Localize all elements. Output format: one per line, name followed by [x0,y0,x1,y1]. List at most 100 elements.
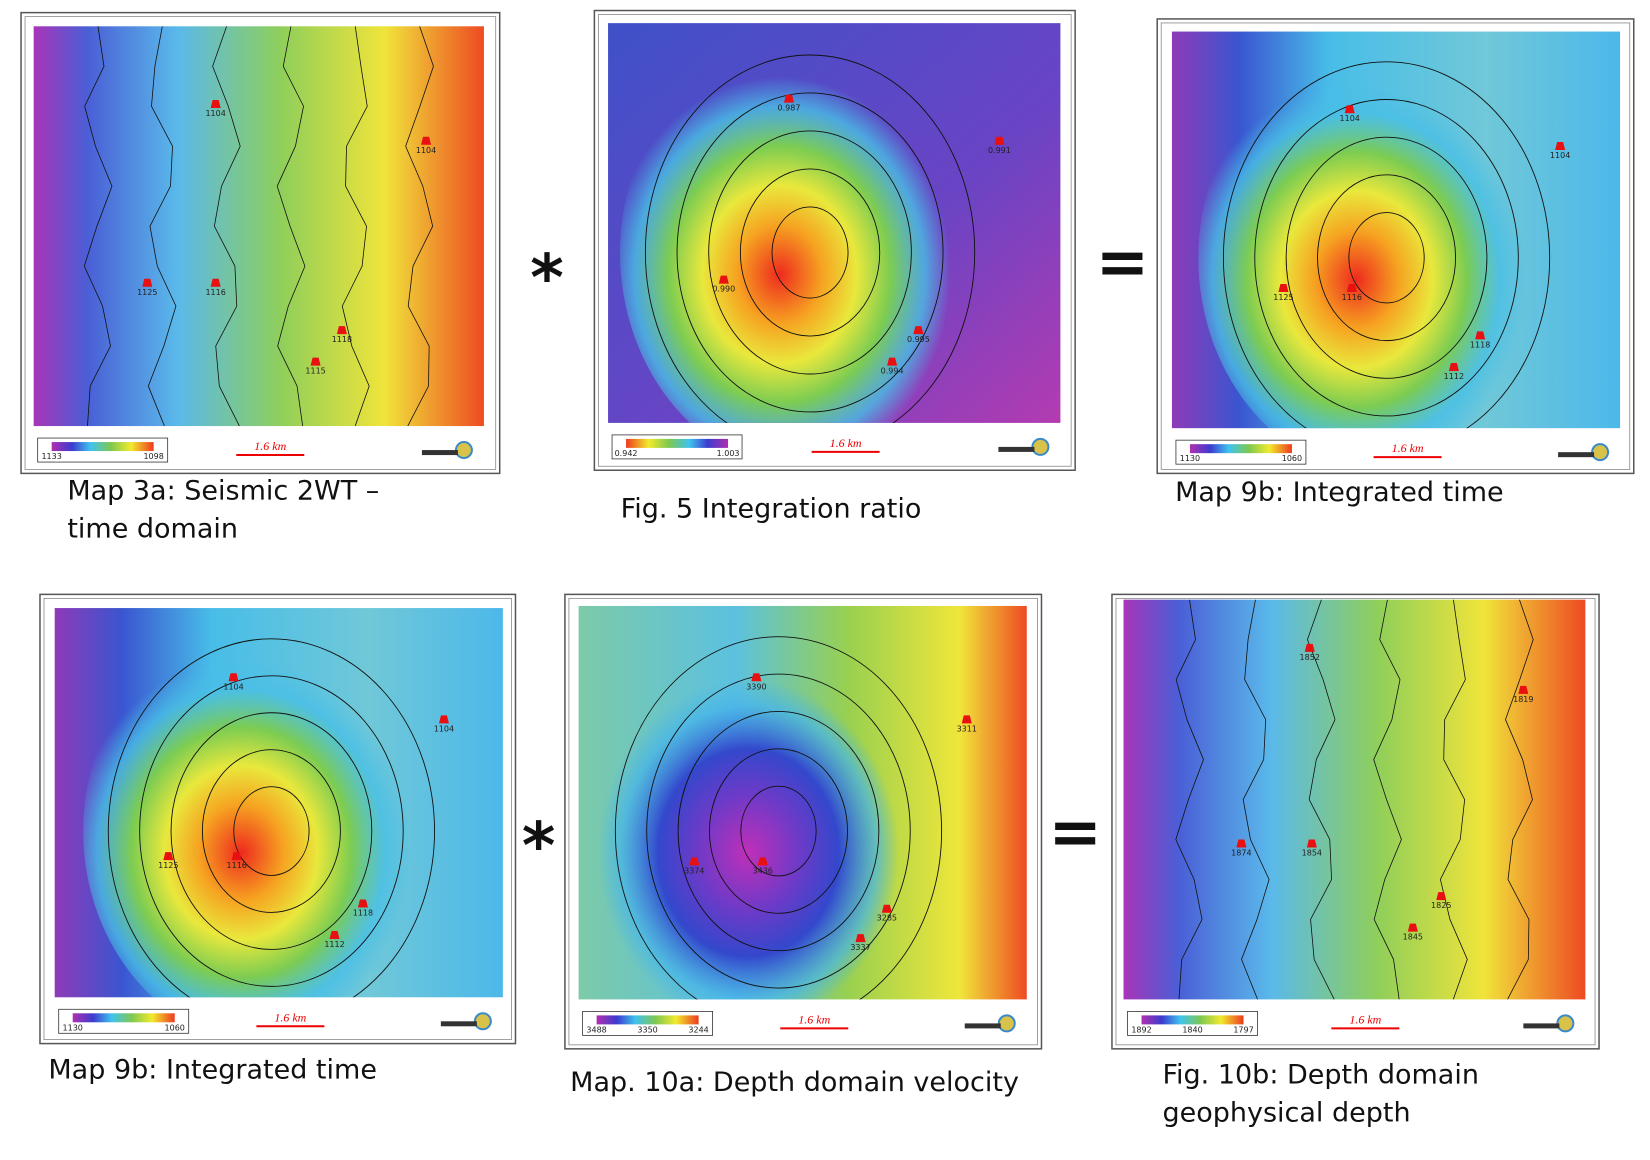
anomaly [1198,39,1575,429]
contour [1175,599,1204,1000]
colorbar-label: 1060 [165,1023,185,1032]
contour [1254,99,1519,417]
contour [739,168,881,337]
scale-label: 1.6 km [274,1010,306,1024]
contour [83,26,113,427]
contour [341,26,370,427]
scale-label: 1.6 km [1392,441,1424,455]
well-label: 1112 [1444,372,1464,381]
colorbar-label: 1797 [1233,1025,1253,1034]
well-label: 0.990 [712,285,735,294]
well-marker [1344,105,1355,114]
caption: Map 9b: Integrated time [1175,477,1504,508]
colorbar-label: 3488 [586,1025,606,1034]
map-panel: 1104 1104 1125 1116 1118 1112 1130 1060 1.6 km [1156,18,1635,475]
well-label: 0.995 [907,335,930,344]
panel-frame-inner [43,597,512,1040]
well-label: 1125 [1273,293,1293,302]
well-label: 1854 [1302,848,1322,857]
panel-frame-inner [24,16,497,470]
contour [276,26,306,427]
colorbar-label: 1840 [1182,1025,1202,1034]
well-label: 0.994 [881,367,904,376]
colorbar [72,1013,175,1023]
map-contents: 1104 1104 1125 1116 1118 1112 [1198,39,1575,429]
well-label: 3390 [746,682,766,691]
panel-frame-inner [568,597,1038,1046]
colorbar-label: 1133 [41,452,61,461]
well-label: 1104 [416,146,436,155]
well-label: 1104 [434,724,454,733]
well-label: 0.987 [778,104,801,113]
well-label: 1112 [324,940,344,949]
logo-text [998,446,1035,452]
well-marker [310,357,321,366]
well-marker [961,715,972,724]
well-label: 1118 [332,335,352,344]
scale-label: 1.6 km [254,439,286,453]
well-label: 3311 [957,724,977,733]
contour [1241,599,1270,1000]
well-marker [142,278,153,287]
well-label: 1104 [1550,151,1570,160]
well-marker [1346,284,1357,293]
caption: Map 9b: Integrated time [48,1054,377,1085]
contour [676,92,944,413]
map-contents: 3390 3311 3374 3436 3285 3337 [590,614,977,1000]
logo-text [440,1021,477,1027]
well-marker [421,136,432,145]
contour [1285,136,1488,379]
well-marker [1436,892,1447,901]
anomaly [590,614,967,1000]
caption: geophysical depth [1162,1098,1410,1129]
well-label: 1125 [158,861,178,870]
well-marker [1518,685,1529,694]
colorbar-label: 3350 [637,1025,657,1034]
colorbar [1189,444,1292,454]
well-marker [913,326,924,335]
well-marker [210,278,221,287]
well-marker [757,857,768,866]
logo [997,1014,1016,1033]
colorbar-label: 0.942 [615,449,638,458]
well-label: 1116 [1342,293,1362,302]
well-marker [751,673,762,682]
logo [1031,437,1050,456]
operator: * [530,242,563,316]
well-label: 3337 [850,943,870,952]
colorbar [626,438,729,448]
map-contents: 1104 1104 1125 1116 1118 1112 [83,617,460,998]
well-label: 1874 [1231,848,1251,857]
well-label: 1104 [223,682,243,691]
well-marker [438,715,449,724]
logo-text [1523,1023,1560,1029]
map-contents: 0.987 0.991 0.990 0.995 0.994 [620,32,1011,423]
well-label: 1819 [1513,695,1533,704]
map-image [1123,599,1586,1000]
well-label: 1115 [305,367,325,376]
contour [614,636,943,1000]
well-marker [163,852,174,861]
well-marker [718,275,729,284]
well-label: 0.991 [988,146,1011,155]
colorbar-label: 1.003 [717,449,740,458]
contour [147,26,177,427]
caption: Map. 10a: Depth domain velocity [570,1067,1019,1098]
logo [1556,1014,1575,1033]
contour [107,638,435,998]
caption: Fig. 5 Integration ratio [621,494,922,525]
map-panel: 1852 1819 1874 1854 1825 1845 1892 1840 1797 1.6 … [1111,593,1600,1050]
logo-text [1558,452,1595,458]
contour [644,54,976,423]
logo-text [421,450,458,456]
well-marker [994,136,1005,145]
well-label: 1845 [1403,933,1423,942]
well-label: 1104 [205,109,225,118]
well-marker [784,94,794,103]
well-marker [881,904,892,913]
colorbar [51,442,154,452]
colorbar-label: 3244 [688,1025,708,1034]
contour [1307,599,1336,1000]
contour [1348,212,1425,304]
